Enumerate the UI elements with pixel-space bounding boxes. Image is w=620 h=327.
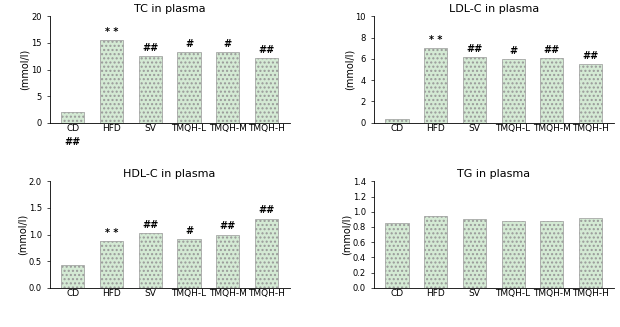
Bar: [255, 58, 278, 123]
Bar: [216, 52, 239, 123]
Bar: [61, 112, 84, 123]
Text: ##: ##: [466, 43, 482, 54]
Title: HDL-C in plasma: HDL-C in plasma: [123, 169, 216, 179]
Bar: [386, 118, 409, 123]
Text: ##: ##: [142, 220, 158, 230]
Bar: [386, 223, 409, 288]
Text: ##: ##: [142, 43, 158, 53]
Bar: [424, 48, 447, 123]
Bar: [424, 215, 447, 288]
Bar: [177, 239, 201, 288]
Bar: [61, 266, 84, 288]
Bar: [139, 56, 162, 123]
Bar: [177, 52, 201, 123]
Text: * *: * *: [105, 228, 118, 238]
Bar: [139, 233, 162, 288]
Text: ##: ##: [544, 45, 560, 55]
Bar: [463, 57, 486, 123]
Bar: [100, 40, 123, 123]
Text: ##: ##: [64, 137, 81, 146]
Y-axis label: (mmol/l): (mmol/l): [344, 49, 354, 90]
Bar: [255, 218, 278, 288]
Text: #: #: [185, 226, 193, 236]
Y-axis label: (mmol/l): (mmol/l): [17, 214, 27, 255]
Title: TC in plasma: TC in plasma: [134, 4, 205, 14]
Text: #: #: [185, 39, 193, 49]
Text: #: #: [224, 39, 232, 49]
Y-axis label: (mmol/l): (mmol/l): [20, 49, 30, 90]
Bar: [579, 64, 602, 123]
Text: ##: ##: [582, 51, 599, 61]
Bar: [463, 219, 486, 288]
Title: TG in plasma: TG in plasma: [457, 169, 530, 179]
Text: ##: ##: [259, 45, 275, 55]
Text: * *: * *: [429, 35, 442, 45]
Bar: [579, 218, 602, 288]
Bar: [502, 221, 525, 288]
Text: #: #: [509, 46, 517, 56]
Bar: [540, 58, 564, 123]
Bar: [100, 241, 123, 288]
Bar: [540, 221, 564, 288]
Y-axis label: (mmol/l): (mmol/l): [342, 214, 352, 255]
Title: LDL-C in plasma: LDL-C in plasma: [449, 4, 539, 14]
Bar: [216, 234, 239, 288]
Text: ##: ##: [219, 221, 236, 231]
Text: * *: * *: [105, 27, 118, 37]
Text: ##: ##: [259, 205, 275, 215]
Bar: [502, 59, 525, 123]
